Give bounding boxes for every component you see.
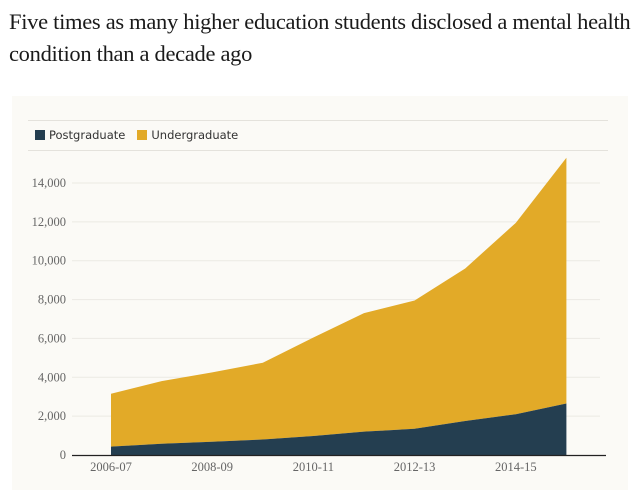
legend-item-undergraduate: Undergraduate bbox=[137, 128, 238, 142]
postgraduate-swatch-icon bbox=[35, 130, 45, 140]
chart-title: Five times as many higher education stud… bbox=[9, 9, 631, 66]
legend-label: Undergraduate bbox=[151, 128, 239, 142]
y-tick-label: 12,000 bbox=[32, 215, 66, 229]
x-tick-label: 2008-09 bbox=[191, 460, 233, 474]
undergraduate-area bbox=[111, 157, 567, 447]
legend: Postgraduate Undergraduate bbox=[35, 124, 250, 146]
legend-bottom-divider bbox=[28, 150, 608, 151]
legend-top-divider bbox=[28, 120, 608, 121]
x-tick-label: 2006-07 bbox=[90, 460, 132, 474]
y-axis-ticks: 0 2,000 4,000 6,000 8,000 10,000 12,000 14,000 bbox=[32, 176, 66, 462]
postgraduate-area bbox=[111, 403, 567, 455]
y-tick-label: 14,000 bbox=[32, 176, 66, 190]
x-tick-label: 2014-15 bbox=[495, 460, 537, 474]
y-tick-label: 2,000 bbox=[38, 409, 66, 423]
y-tick-label: 8,000 bbox=[38, 293, 66, 307]
y-tick-label: 10,000 bbox=[32, 254, 66, 268]
y-tick-label: 0 bbox=[60, 448, 66, 462]
legend-item-postgraduate: Postgraduate bbox=[35, 128, 125, 142]
x-axis-ticks: 2006-07 2008-09 2010-11 2012-13 2014-15 bbox=[90, 460, 536, 474]
x-tick-label: 2012-13 bbox=[394, 460, 436, 474]
undergraduate-swatch-icon bbox=[137, 130, 148, 140]
y-tick-label: 6,000 bbox=[38, 331, 66, 345]
x-tick-label: 2010-11 bbox=[293, 460, 334, 474]
legend-label: Postgraduate bbox=[49, 128, 126, 142]
y-tick-label: 4,000 bbox=[38, 370, 66, 384]
